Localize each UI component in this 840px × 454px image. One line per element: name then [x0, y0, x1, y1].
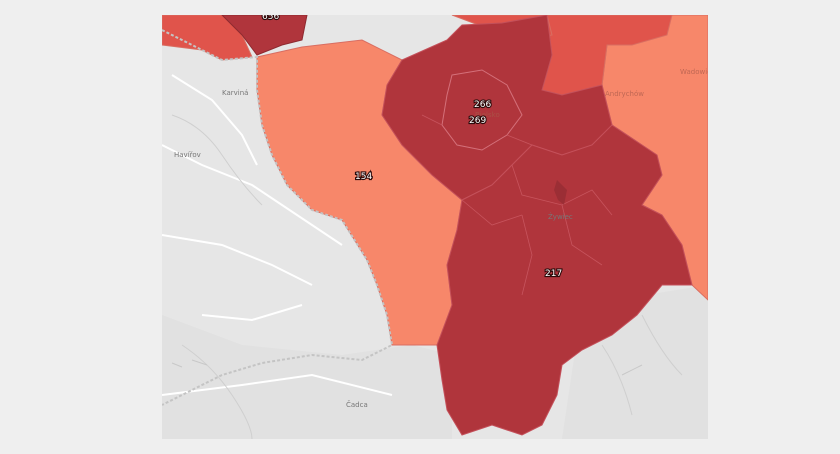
town-havirov: Havířov: [174, 151, 201, 159]
map-canvas: Karviná Havířov Čadca Żywiec Bielsko And…: [162, 15, 708, 439]
terrain-marks: [171, 359, 643, 376]
town-cadca: Čadca: [346, 400, 368, 409]
road-network: [162, 74, 393, 396]
town-andrychow: Andrychów: [605, 90, 644, 98]
value-label-bielsko-city: 266: [474, 100, 491, 110]
terrain-shade-south: [162, 315, 452, 439]
town-karvina: Karviná: [222, 89, 248, 97]
town-wadowice: Wadowice: [680, 68, 708, 76]
value-label-top-partial: 656: [262, 15, 279, 22]
town-bielsko: Bielsko: [475, 111, 500, 119]
lake-zywiec: [554, 180, 567, 205]
gmina-borders: [421, 114, 613, 296]
choropleth-map[interactable]: Karviná Havířov Čadca Żywiec Bielsko And…: [162, 15, 708, 439]
river-lines: [171, 114, 683, 439]
region-bielsko-city[interactable]: [441, 69, 523, 151]
region-top-partial[interactable]: [221, 15, 308, 56]
value-label-zywiec-county: 217: [545, 269, 562, 279]
value-label-bielsko-county: 269: [469, 116, 486, 126]
region-zywiec-county[interactable]: [436, 124, 693, 436]
town-zywiec: Żywiec: [548, 212, 573, 221]
country-border: [162, 29, 394, 406]
value-label-cieszyn-county: 154: [355, 172, 372, 182]
